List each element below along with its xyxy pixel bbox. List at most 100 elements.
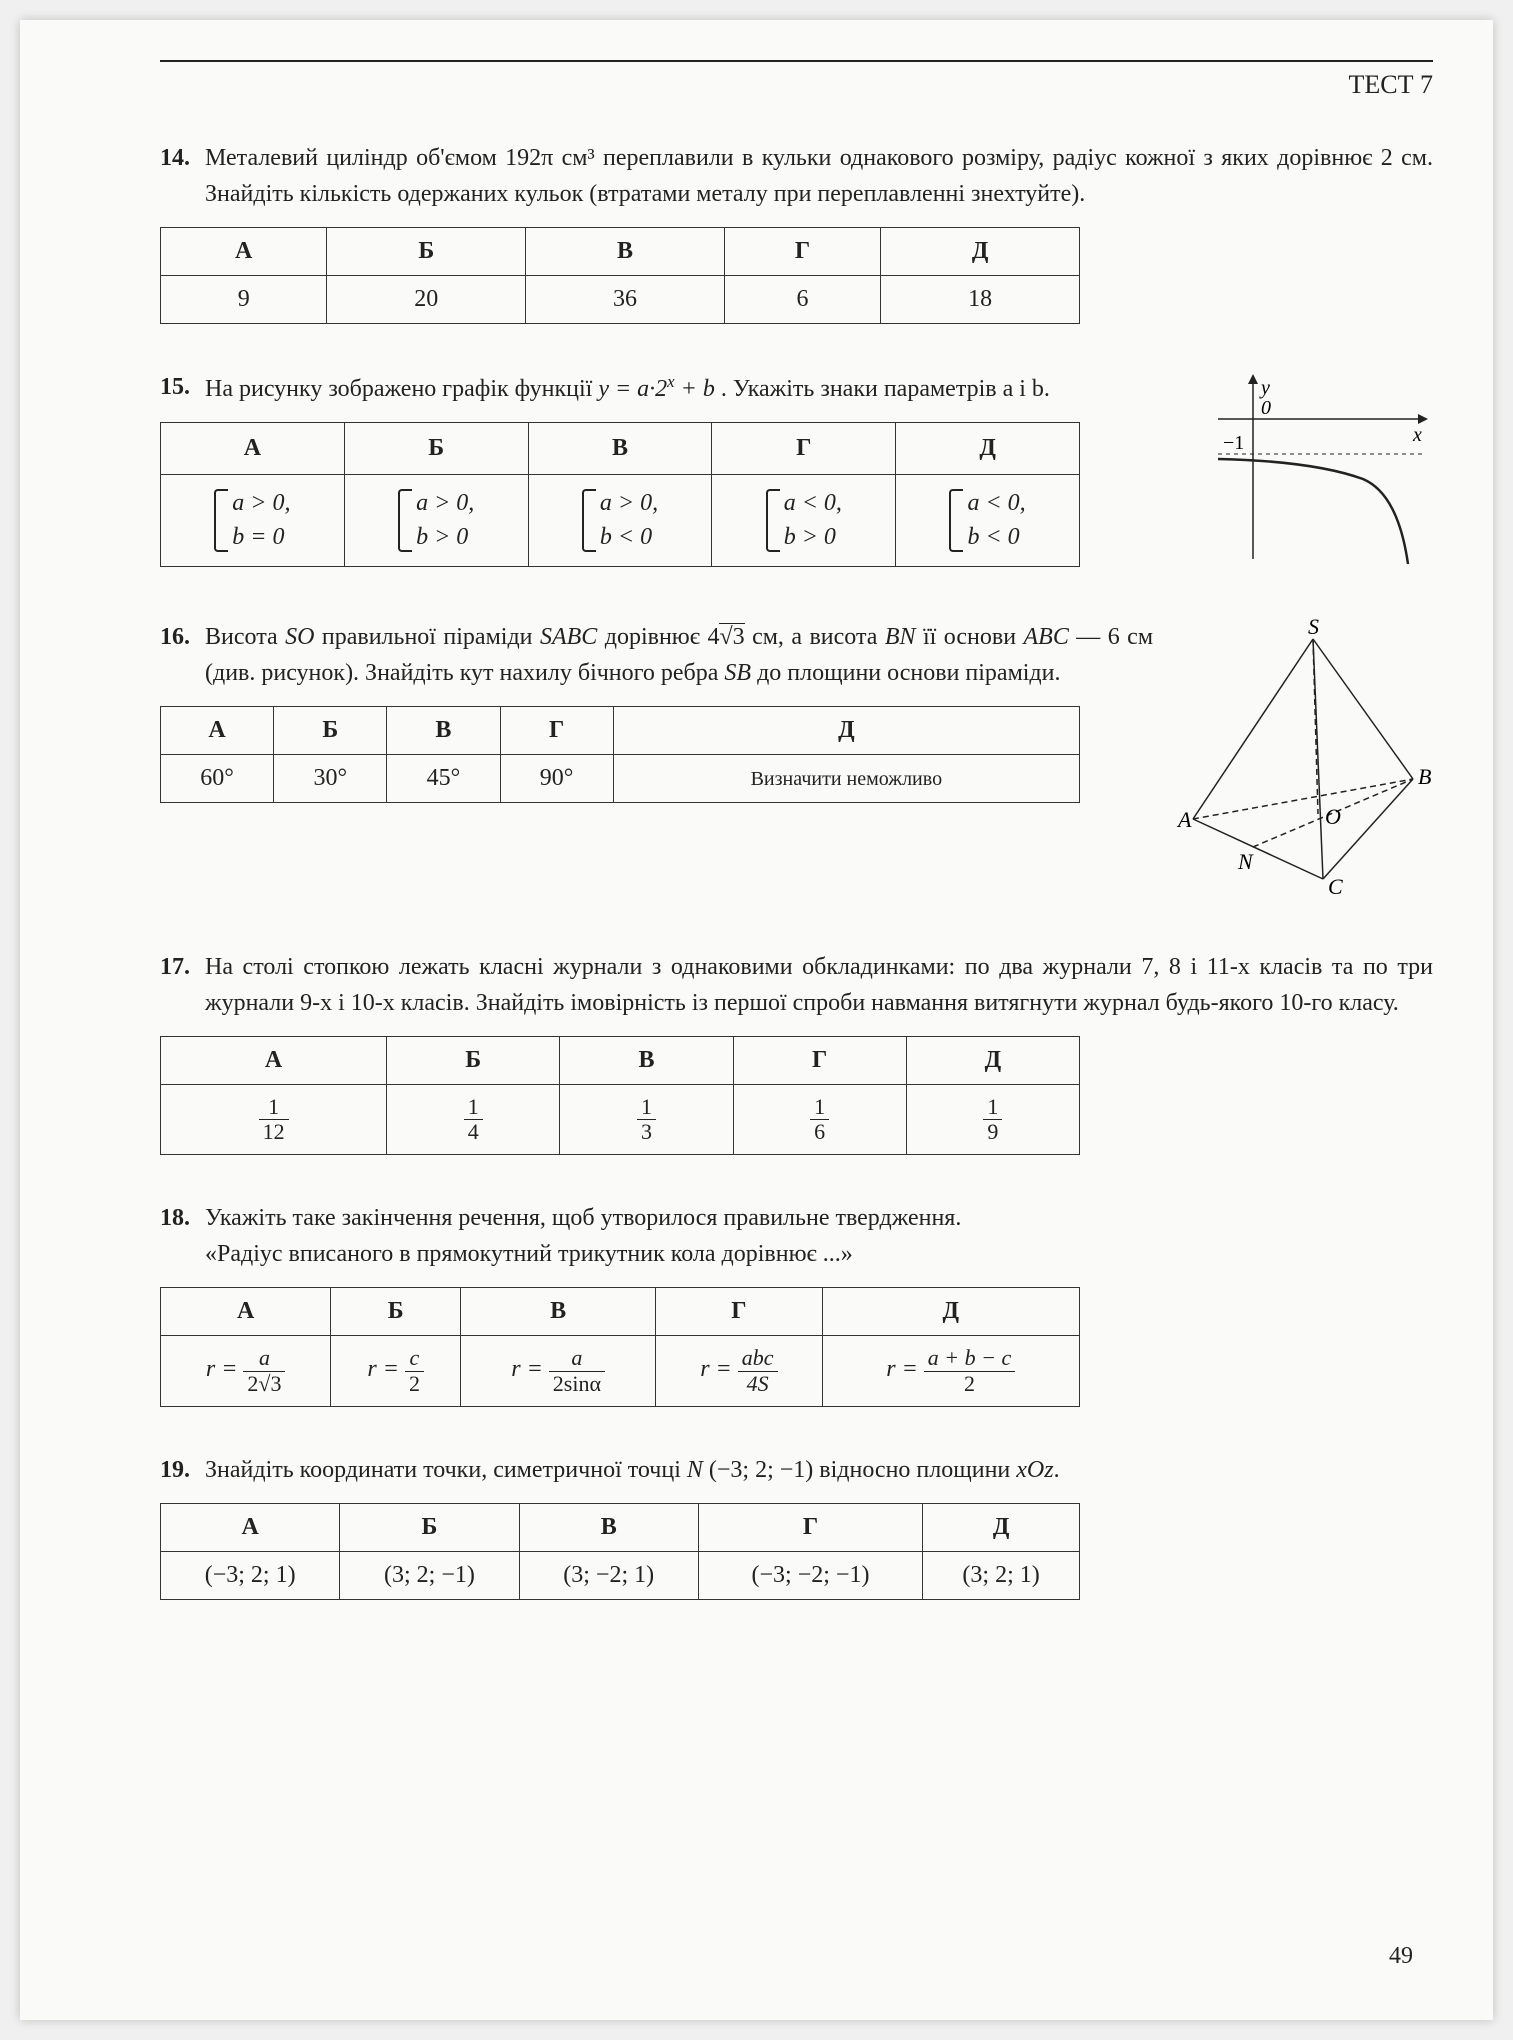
formula: y = a·2x + b <box>598 376 715 402</box>
col-b: Б <box>344 423 528 475</box>
problem-16: 16. Висота SO правильної піраміди SABC д… <box>160 619 1433 904</box>
lhs: r = <box>700 1357 732 1383</box>
answer-cell: 6 <box>724 276 880 324</box>
answer-cell: r = a2√3 <box>161 1336 331 1406</box>
answer-cell: r = a2sinα <box>461 1336 656 1406</box>
answer-cell: a > 0,b = 0 <box>161 475 345 567</box>
svg-text:A: A <box>1176 807 1192 832</box>
lhs: r = <box>886 1357 918 1383</box>
answer-cell: 16 <box>733 1085 906 1155</box>
figure-exponential-graph: 0 y x −1 <box>1213 369 1433 574</box>
frac-num: abc <box>738 1346 778 1371</box>
col-g: Г <box>724 228 880 276</box>
problem-main: 15. На рисунку зображено графік функції … <box>160 369 1193 567</box>
table-header-row: А Б В Г Д <box>161 1037 1080 1085</box>
table-row: 9 20 36 6 18 <box>161 276 1080 324</box>
col-b: Б <box>331 1288 461 1336</box>
answer-cell: 90° <box>500 755 613 803</box>
lhs: r = <box>206 1357 238 1383</box>
frac-num: 1 <box>259 1095 289 1120</box>
frac-num: 1 <box>983 1095 1002 1120</box>
col-d: Д <box>923 1503 1080 1551</box>
frac-den: 3 <box>637 1120 656 1144</box>
problem-text: 14. Металевий циліндр об'ємом 192π см³ п… <box>160 140 1433 212</box>
problem-main: 17. На столі стопкою лежать класні журна… <box>160 949 1433 1155</box>
problem-body: Укажіть таке закінчення речення, щоб утв… <box>205 1200 1433 1272</box>
problem-number: 18. <box>160 1200 195 1272</box>
answer-cell: (−3; 2; 1) <box>161 1551 340 1599</box>
answer-cell: a > 0, b > 0 <box>344 475 528 567</box>
answer-cell: 19 <box>906 1085 1079 1155</box>
case-line: b > 0 <box>416 524 468 550</box>
table-header-row: А Б В Г Д <box>161 1288 1080 1336</box>
problem-number: 17. <box>160 949 195 1021</box>
lhs: r = <box>367 1357 399 1383</box>
graph-svg: 0 y x −1 <box>1213 369 1433 569</box>
pyramid-svg: S A B C N O <box>1173 619 1433 899</box>
text: Укажіть таке закінчення речення, щоб утв… <box>205 1205 961 1231</box>
frac-num: 1 <box>464 1095 483 1120</box>
header-title: ТЕСТ 7 <box>160 70 1433 100</box>
answer-table-15: А Б В Г Д a > 0,b = 0 a > 0, b > 0 a > 0,… <box>160 422 1080 567</box>
problem-text: 18. Укажіть таке закінчення речення, щоб… <box>160 1200 1433 1272</box>
problem-body: Висота SO правильної піраміди SABC дорів… <box>205 619 1153 691</box>
problem-body: На рисунку зображено графік функції y = … <box>205 369 1193 407</box>
col-v: В <box>461 1288 656 1336</box>
problem-15: 15. На рисунку зображено графік функції … <box>160 369 1433 574</box>
problem-text: 17. На столі стопкою лежать класні журна… <box>160 949 1433 1021</box>
text-post: . Укажіть знаки параметрів a і b. <box>721 376 1050 402</box>
answer-cell: 13 <box>560 1085 733 1155</box>
table-row: 112 14 13 16 19 <box>161 1085 1080 1155</box>
svg-text:O: O <box>1325 804 1341 829</box>
frac-den: 2 <box>405 1372 424 1396</box>
problem-text: 15. На рисунку зображено графік функції … <box>160 369 1193 407</box>
problem-main: 14. Металевий циліндр об'ємом 192π см³ п… <box>160 140 1433 324</box>
answer-cell: 45° <box>387 755 500 803</box>
col-d: Д <box>896 423 1080 475</box>
answer-table-18: А Б В Г Д r = a2√3 r = c2 r = a2sinα r =… <box>160 1287 1080 1406</box>
col-v: В <box>519 1503 698 1551</box>
problem-18: 18. Укажіть таке закінчення речення, щоб… <box>160 1200 1433 1406</box>
table-row: (−3; 2; 1) (3; 2; −1) (3; −2; 1) (−3; −2… <box>161 1551 1080 1599</box>
figure-pyramid: S A B C N O <box>1173 619 1433 904</box>
col-g: Г <box>656 1288 822 1336</box>
col-g: Г <box>733 1037 906 1085</box>
case-line: a > 0, <box>416 490 474 516</box>
answer-cell: a < 0,b < 0 <box>896 475 1080 567</box>
frac-den: 2√3 <box>243 1372 285 1396</box>
answer-table-16: А Б В Г Д 60° 30° 45° 90° Визначити немо… <box>160 706 1080 803</box>
frac-num: 1 <box>637 1095 656 1120</box>
problem-19: 19. Знайдіть координати точки, симетричн… <box>160 1452 1433 1600</box>
frac-den: 6 <box>810 1120 829 1144</box>
answer-table-14: А Б В Г Д 9 20 36 6 18 <box>160 227 1080 324</box>
col-b: Б <box>274 707 387 755</box>
problem-body: На столі стопкою лежать класні журнали з… <box>205 949 1433 1021</box>
problem-number: 15. <box>160 369 195 407</box>
header-rule <box>160 60 1433 62</box>
table-header-row: А Б В Г Д <box>161 423 1080 475</box>
answer-cell: 9 <box>161 276 327 324</box>
col-g: Г <box>712 423 896 475</box>
answer-cell: r = a + b − c2 <box>822 1336 1079 1406</box>
table-row: a > 0,b = 0 a > 0,b > 0 a > 0,b < 0 a < … <box>161 475 1080 567</box>
page-number: 49 <box>1389 1943 1413 1970</box>
answer-cell: 112 <box>161 1085 387 1155</box>
table-header-row: А Б В Г Д <box>161 707 1080 755</box>
frac-num: a + b − c <box>924 1346 1015 1371</box>
col-b: Б <box>340 1503 519 1551</box>
answer-cell: (−3; −2; −1) <box>698 1551 922 1599</box>
answer-cell: 18 <box>881 276 1080 324</box>
svg-text:B: B <box>1418 764 1431 789</box>
axis-x-label: x <box>1412 424 1422 446</box>
problem-body: Металевий циліндр об'ємом 192π см³ переп… <box>205 140 1433 212</box>
text-pre: На рисунку зображено графік функції <box>205 376 598 402</box>
table-header-row: А Б В Г Д <box>161 1503 1080 1551</box>
frac-num: a <box>549 1346 605 1371</box>
answer-cell: (3; 2; 1) <box>923 1551 1080 1599</box>
col-v: В <box>526 228 725 276</box>
answer-table-19: А Б В Г Д (−3; 2; 1) (3; 2; −1) (3; −2; … <box>160 1503 1080 1600</box>
page: ТЕСТ 7 14. Металевий циліндр об'ємом 192… <box>20 20 1493 2020</box>
col-d: Д <box>822 1288 1079 1336</box>
quote: «Радіус вписаного в прямокутний трикутни… <box>205 1241 853 1267</box>
col-b: Б <box>387 1037 560 1085</box>
